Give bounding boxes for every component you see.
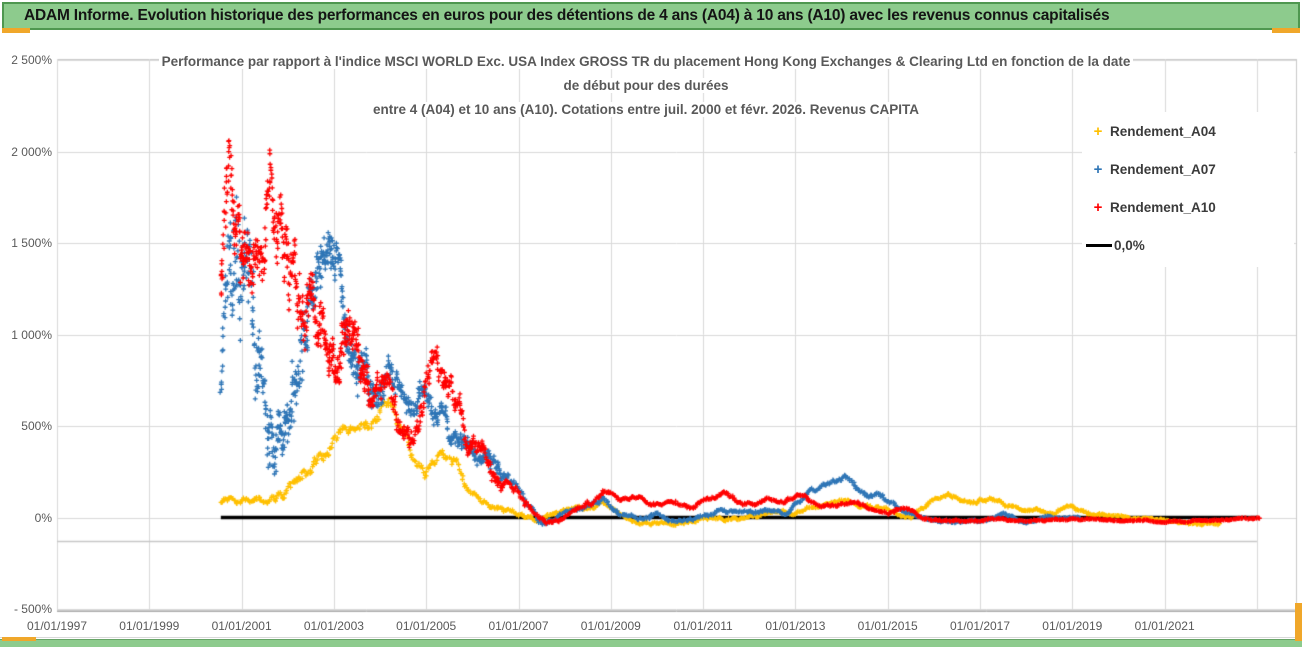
- legend-plus-marker-icon: +: [1093, 160, 1103, 178]
- x-axis-tick: 01/01/2019: [1042, 619, 1103, 633]
- y-axis-tick: 2 000%: [11, 144, 52, 159]
- chart-title-row: Performance par rapport à l'indice MSCI …: [0, 50, 1292, 74]
- legend-item-rendement-a07[interactable]: + Rendement_A07: [1082, 150, 1294, 188]
- legend-label: 0,0%: [1114, 237, 1145, 253]
- y-axis-tick: 1 000%: [11, 327, 52, 342]
- y-axis-tick: 2 500%: [11, 53, 52, 67]
- chart-legend: + Rendement_A04 + Rendement_A07 + Rendement_A…: [1082, 112, 1294, 267]
- x-axis-tick: 01/01/2013: [765, 619, 826, 633]
- x-axis-tick: 01/01/2017: [949, 619, 1011, 633]
- chart-title-line-2: de début pour des durées: [560, 78, 732, 93]
- x-axis-tick: 01/01/2009: [580, 619, 641, 633]
- y-axis-tick: 1 500%: [11, 236, 52, 250]
- frame-accent-bottom-right: [1295, 603, 1302, 641]
- legend-item-rendement-a10[interactable]: + Rendement_A10: [1082, 188, 1294, 226]
- x-axis-tick: 01/01/2015: [857, 619, 918, 633]
- x-axis-tick: 01/01/2011: [673, 619, 733, 633]
- x-axis-tick: 01/01/2021: [1134, 619, 1195, 633]
- legend-label: Rendement_A04: [1110, 123, 1216, 139]
- x-axis-tick: 01/01/2007: [488, 619, 549, 633]
- legend-item-0-0-[interactable]: 0,0%: [1082, 226, 1294, 264]
- frame-accent-bottom-left: [2, 637, 36, 641]
- x-axis-tick: 01/01/1999: [119, 619, 180, 633]
- chart-title-line-3: entre 4 (A04) et 10 ans (A10). Cotations…: [370, 102, 922, 117]
- y-axis-tick: 500%: [21, 419, 52, 433]
- x-axis-tick: 01/01/2003: [303, 619, 364, 633]
- y-axis-tick: 0%: [34, 510, 52, 525]
- legend-item-rendement-a04[interactable]: + Rendement_A04: [1082, 112, 1294, 150]
- x-axis-tick: 01/01/2001: [211, 619, 272, 633]
- legend-plus-marker-icon: +: [1093, 122, 1103, 140]
- legend-label: Rendement_A07: [1110, 161, 1216, 177]
- legend-plus-marker-icon: +: [1093, 198, 1103, 216]
- x-axis-tick: 01/01/2005: [396, 619, 457, 633]
- legend-label: Rendement_A10: [1110, 199, 1216, 215]
- footer-bar: [0, 639, 1302, 647]
- y-axis-tick: - 500%: [13, 602, 52, 616]
- chart-title-row: de début pour des durées: [0, 74, 1292, 98]
- chart-bottom-divider: [0, 637, 1302, 638]
- x-axis-tick: 01/01/1997: [26, 619, 88, 633]
- chart-title: Performance par rapport à l'indice MSCI …: [0, 50, 1292, 122]
- chart-title-row: entre 4 (A04) et 10 ans (A10). Cotations…: [0, 98, 1292, 122]
- chart-title-line-1: Performance par rapport à l'indice MSCI …: [158, 54, 1134, 69]
- legend-line-marker-icon: [1086, 243, 1112, 247]
